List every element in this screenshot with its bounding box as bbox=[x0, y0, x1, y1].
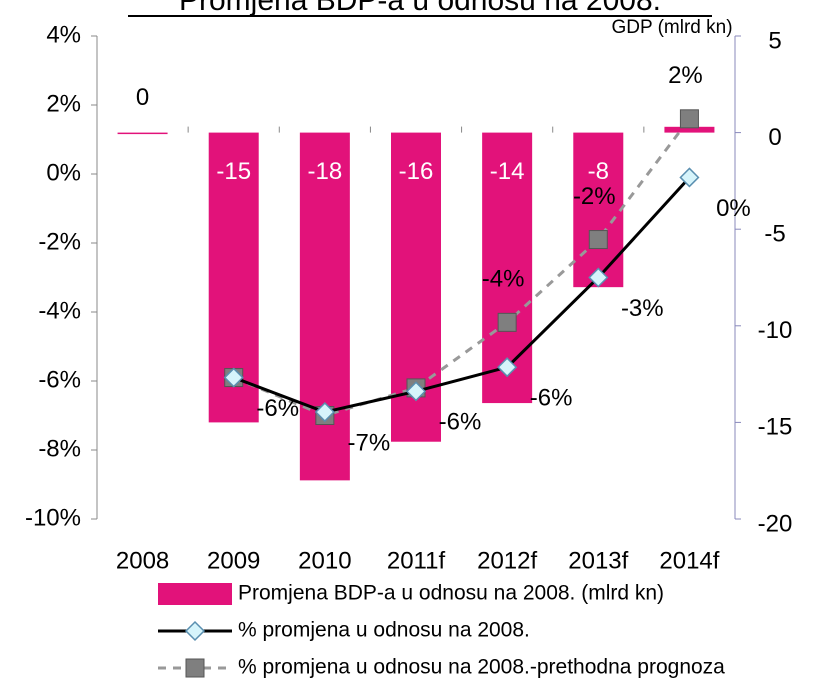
legend-label: Promjena BDP-a u odnosu na 2008. (mlrd k… bbox=[238, 582, 664, 605]
legend-label: % promjena u odnosu na 2008.-prethodna p… bbox=[238, 656, 725, 679]
bar-value-label: -16 bbox=[399, 158, 434, 185]
x-tick-label: 2009 bbox=[207, 547, 260, 574]
y2-tick-label: -20 bbox=[758, 510, 793, 537]
line-value-label: 2% bbox=[668, 62, 703, 89]
bar-value-label: -8 bbox=[588, 158, 609, 185]
line-value-label: -4% bbox=[482, 266, 525, 293]
y-tick-label: 4% bbox=[46, 21, 81, 48]
y-tick-label: -10% bbox=[25, 504, 81, 531]
y2-tick-label: 0 bbox=[768, 124, 781, 151]
line-marker bbox=[223, 367, 244, 388]
x-tick-label: 2011f bbox=[387, 547, 446, 574]
line-series bbox=[233, 176, 691, 414]
x-tick-label: 2012f bbox=[477, 547, 537, 574]
y2-tick-label: -15 bbox=[758, 414, 793, 441]
y2-tick-label: -5 bbox=[764, 221, 785, 248]
y2-tick-label: 5 bbox=[768, 27, 781, 54]
line-value-label: -2% bbox=[573, 183, 616, 210]
legend-swatch bbox=[158, 583, 232, 605]
line-value-label: -7% bbox=[348, 429, 391, 456]
y-tick-label: 2% bbox=[46, 90, 81, 117]
line-marker bbox=[405, 381, 427, 402]
legend-marker bbox=[185, 658, 205, 678]
legend-label: % promjena u odnosu na 2008. bbox=[238, 619, 530, 642]
line-value-label: -6% bbox=[439, 409, 482, 436]
line-value-label: -6% bbox=[530, 385, 573, 412]
line-value-label: -6% bbox=[256, 395, 299, 422]
line-marker bbox=[679, 167, 700, 188]
line-marker bbox=[497, 312, 517, 332]
x-tick-label: 2010 bbox=[298, 547, 351, 574]
bar-value-label: -18 bbox=[308, 158, 343, 185]
x-tick-label: 2013f bbox=[568, 547, 628, 574]
line-marker bbox=[588, 230, 608, 250]
y-tick-label: -4% bbox=[38, 297, 81, 324]
y2-tick-label: -10 bbox=[758, 317, 793, 344]
y-tick-label: -2% bbox=[38, 228, 81, 255]
line-marker bbox=[314, 401, 335, 423]
y-tick-label: -8% bbox=[38, 435, 81, 462]
line-marker bbox=[497, 357, 518, 378]
line-series bbox=[233, 117, 691, 418]
y2-axis-label: GDP (mlrd kn) bbox=[611, 17, 732, 38]
line-value-label: -3% bbox=[621, 295, 664, 322]
line-marker bbox=[588, 267, 609, 288]
x-tick-label: 2008 bbox=[116, 547, 169, 574]
bar-value-label: 0 bbox=[136, 84, 149, 111]
bar-value-label: -14 bbox=[490, 158, 525, 185]
chart-title: Promjena BDP-a u odnosu na 2008. bbox=[179, 0, 661, 17]
bar bbox=[664, 126, 715, 133]
bar-value-label: -15 bbox=[216, 158, 251, 185]
bar bbox=[117, 132, 168, 135]
y-tick-label: 0% bbox=[46, 159, 81, 186]
line-marker bbox=[679, 109, 699, 129]
x-tick-label: 2014f bbox=[659, 547, 719, 574]
y-tick-label: -6% bbox=[38, 366, 81, 393]
legend-marker bbox=[184, 620, 206, 642]
line-value-label: 0% bbox=[716, 195, 751, 222]
